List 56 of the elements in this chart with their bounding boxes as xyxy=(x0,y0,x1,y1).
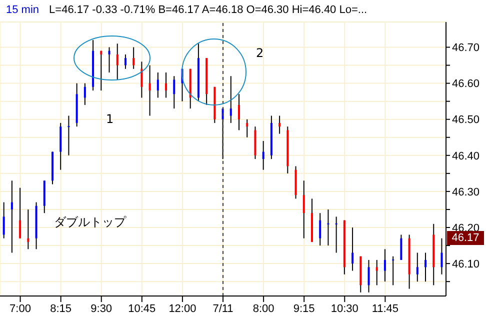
candlestick xyxy=(27,208,30,250)
x-tick-label: 8:00 xyxy=(252,302,274,315)
x-tick-label: 9:30 xyxy=(90,302,112,315)
x-tick-label: 12:00 xyxy=(168,302,196,315)
candlestick xyxy=(424,252,427,282)
candlestick xyxy=(319,212,322,246)
candlestick xyxy=(246,118,248,138)
candlestick xyxy=(148,64,151,116)
annotation: ダブルトップ xyxy=(54,214,126,231)
candlestick xyxy=(238,94,240,131)
x-tick-label: 7:00 xyxy=(10,302,31,315)
x-tick-label: 8:15 xyxy=(50,302,72,315)
x-tick-label: 10:45 xyxy=(128,302,156,315)
candlestick xyxy=(173,76,176,110)
candlestick xyxy=(100,50,102,91)
chart-title: 15 min xyxy=(6,4,40,16)
candlestick xyxy=(416,252,418,282)
y-tick-label: 46.60 xyxy=(452,78,480,90)
y-tick-label: 46.50 xyxy=(452,114,480,126)
x-tick-label: 9:15 xyxy=(293,302,315,315)
candlestick xyxy=(116,43,118,80)
candlestick xyxy=(352,227,354,272)
y-tick-label: 46.30 xyxy=(452,186,480,198)
annotation: 46.17 xyxy=(447,231,484,246)
candlestick xyxy=(440,238,443,275)
x-tick-label: 7/11 xyxy=(212,302,234,315)
candlestick xyxy=(140,61,143,98)
y-tick-label: 46.70 xyxy=(452,42,480,54)
candlestick xyxy=(302,180,305,239)
candlestick xyxy=(278,115,281,134)
annotation: 2 xyxy=(256,46,264,60)
candlestick xyxy=(124,54,126,70)
candlestick xyxy=(165,72,168,98)
candlestick xyxy=(335,216,338,254)
x-tick-label: 11:45 xyxy=(372,302,399,315)
annotation: 1 xyxy=(106,112,114,126)
y-tick-label: 46.40 xyxy=(452,150,480,162)
candlestick xyxy=(108,46,110,73)
candlestick xyxy=(400,234,402,260)
candlestick xyxy=(19,187,22,239)
candlestick xyxy=(132,46,135,70)
y-tick-label: 46.10 xyxy=(452,258,480,270)
x-tick-label: 10:30 xyxy=(330,302,358,315)
candlestick xyxy=(156,72,159,98)
candlestick xyxy=(376,259,378,286)
candlestick xyxy=(68,115,70,156)
candlestick xyxy=(230,76,232,124)
candlestick xyxy=(392,256,394,286)
candlestick xyxy=(2,202,5,239)
candlestick xyxy=(384,248,386,282)
candlestick xyxy=(84,82,86,106)
candlestick xyxy=(327,208,330,246)
candlestick xyxy=(262,140,264,170)
candlestick xyxy=(368,259,370,293)
candlestick xyxy=(10,180,13,254)
chart-subtitle: L=46.17 -0.33 -0.71% B=46.17 A=46.18 O=46.30 Hi=46.40 Lo=... xyxy=(49,4,368,16)
